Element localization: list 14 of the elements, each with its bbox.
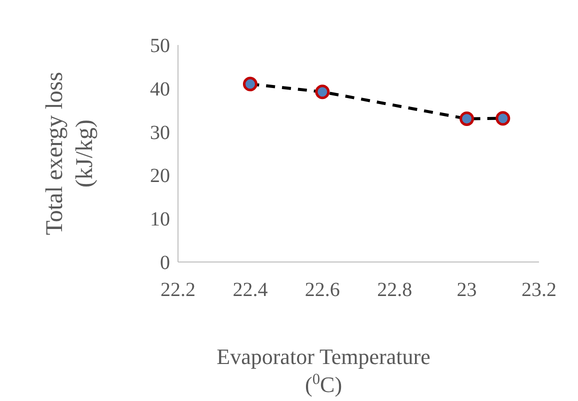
x-tick-label: 23.2 [522, 279, 556, 301]
x-tick-label: 22.4 [232, 279, 268, 301]
y-tick-label: 50 [150, 35, 170, 57]
x-tick-label: 22.8 [377, 279, 412, 301]
x-tick-label: 23 [456, 279, 477, 301]
x-tick-label: 22.6 [304, 279, 340, 301]
y-tick-label: 10 [150, 208, 170, 231]
x-tick-label: 22.2 [160, 279, 196, 301]
y-tick-label: 30 [150, 122, 170, 144]
y-axis-title: Total exergy loss (kJ/kg) [42, 72, 98, 236]
y-tick-label: 0 [160, 252, 170, 274]
x-axis-title: Evaporator Temperature ($^{0}$C) [216, 344, 430, 397]
y-tick-label: 40 [150, 78, 170, 100]
y-tick-label: 20 [150, 165, 170, 188]
